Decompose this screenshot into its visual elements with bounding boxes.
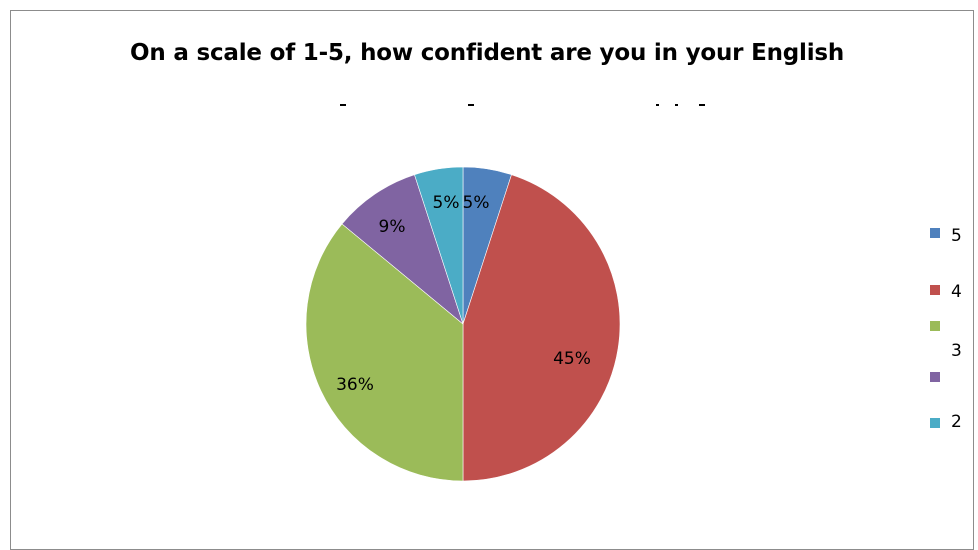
pie-slice xyxy=(341,174,464,325)
slice-data-label: 5% xyxy=(463,193,490,213)
legend-swatch xyxy=(930,285,940,295)
legend-swatch xyxy=(930,372,940,382)
legend: 5 4 3 2 xyxy=(930,226,962,432)
slice-data-label: 45% xyxy=(553,349,591,369)
pie-slices xyxy=(305,166,621,482)
chart-title: On a scale of 1-5, how confident are you… xyxy=(130,40,845,66)
legend-label: 4 xyxy=(951,282,962,302)
legend-swatch xyxy=(930,321,940,331)
legend-label: 3 xyxy=(951,341,962,361)
pie-slice-labels: 5% 45% 36% 9% 5% xyxy=(336,193,591,395)
pie-chart: 5% 45% 36% 9% 5% 5 4 3 2 xyxy=(305,166,962,482)
legend-label: 2 xyxy=(951,412,962,432)
slice-data-label: 9% xyxy=(379,217,406,237)
pie-slice xyxy=(462,174,621,482)
legend-swatch xyxy=(930,228,940,238)
legend-swatch xyxy=(930,418,940,428)
legend-label: 5 xyxy=(951,226,962,246)
slice-data-label: 36% xyxy=(336,375,374,395)
slice-data-label: 5% xyxy=(433,193,460,213)
pie-slice xyxy=(305,223,464,482)
pie-slice xyxy=(414,166,464,325)
